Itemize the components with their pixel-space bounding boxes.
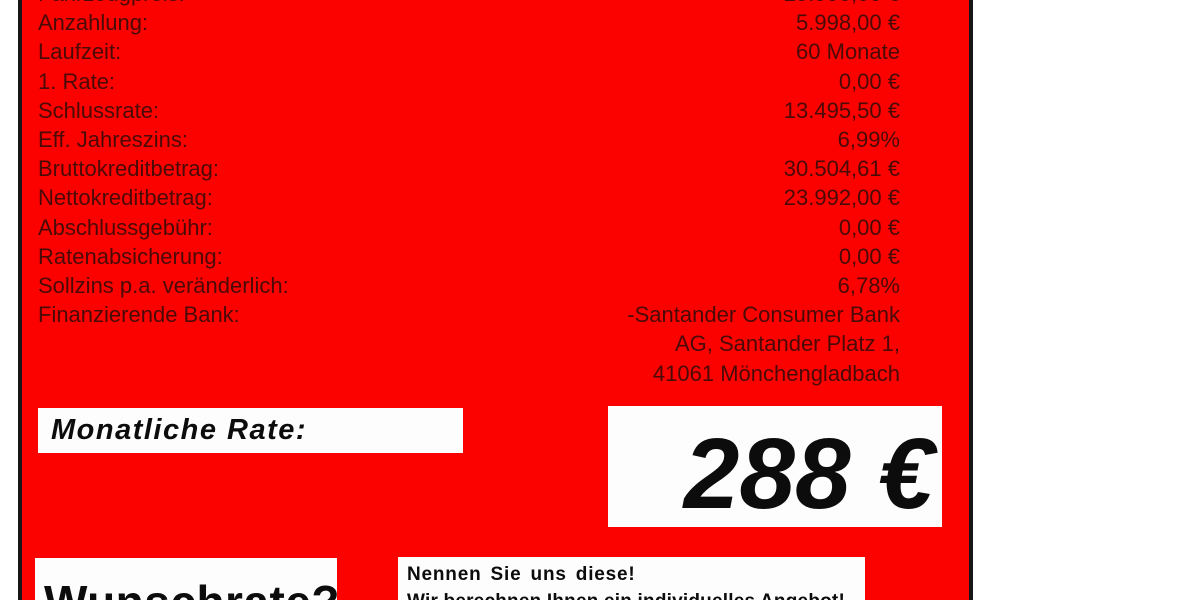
finance-row: Eff. Jahreszins: 6,99% — [38, 125, 900, 154]
finance-label: Anzahlung: — [38, 10, 149, 36]
offer-note-line2: Wir berechnen Ihnen ein individuelles An… — [407, 591, 865, 600]
finance-label: Abschlussgebühr: — [38, 214, 213, 240]
finance-label: Schlussrate: — [38, 97, 160, 123]
finance-label: Eff. Jahreszins: — [38, 127, 188, 153]
finance-label: Finanzierende Bank: — [38, 302, 240, 328]
finance-label: Sollzins p.a. veränderlich: — [38, 273, 289, 299]
finance-value: 23.992,00 € — [783, 185, 900, 211]
finance-row: Schlussrate: 13.495,50 € — [38, 96, 900, 125]
finance-value: 13.495,50 € — [783, 97, 900, 123]
finance-label: Ratenabsicherung: — [38, 243, 223, 269]
offer-note-line1: Nennen Sie uns diese! — [407, 564, 636, 585]
finance-row: Anzahlung: 5.998,00 € — [38, 8, 900, 37]
finance-value: 0,00 € — [838, 68, 900, 94]
finance-label: Nettokreditbetrag: — [38, 185, 213, 211]
monthly-rate-value: 288 € — [683, 418, 934, 530]
finance-value: 0,00 € — [838, 243, 900, 269]
offer-note-box: Nennen Sie uns diese! Wir berechnen Ihne… — [398, 557, 865, 600]
finance-details-table: Fahrzeugpreis: 29.990,00 € Anzahlung: 5.998… — [38, 0, 900, 388]
finance-value: 30.504,61 € — [783, 156, 900, 182]
finance-label: Bruttokreditbetrag: — [38, 156, 219, 182]
wunschrate-heading: Wunschrate? — [44, 576, 340, 600]
finance-value: 6,78% — [837, 273, 900, 299]
finance-row: Nettokreditbetrag: 23.992,00 € — [38, 183, 900, 212]
finance-row: Fahrzeugpreis: 29.990,00 € — [38, 0, 900, 8]
wunschrate-box: Wunschrate? — [35, 558, 340, 600]
finance-row: Finanzierende Bank: -Santander Consumer B… — [38, 300, 900, 388]
finance-value: 0,00 € — [838, 214, 900, 240]
finance-label: 1. Rate: — [38, 68, 116, 94]
finance-label: Laufzeit: — [38, 39, 122, 65]
finance-row: Bruttokreditbetrag: 30.504,61 € — [38, 154, 900, 183]
finance-row: Ratenabsicherung: 0,00 € — [38, 242, 900, 271]
monthly-rate-value-box: 288 € — [608, 406, 942, 530]
finance-label: Fahrzeugpreis: — [38, 0, 185, 8]
finance-row: Abschlussgebühr: 0,00 € — [38, 213, 900, 242]
finance-value: 6,99% — [837, 127, 900, 153]
finance-row: Laufzeit: 60 Monate — [38, 37, 900, 66]
finance-row: 1. Rate: 0,00 € — [38, 67, 900, 96]
finance-value: 29.990,00 € — [784, 0, 900, 8]
finance-row: Sollzins p.a. veränderlich: 6,78% — [38, 271, 900, 300]
monthly-rate-label-box: Monatliche Rate: — [38, 408, 463, 453]
finance-value: -Santander Consumer Bank AG, Santander P… — [627, 302, 900, 386]
monthly-rate-label: Monatliche Rate: — [51, 414, 308, 446]
finance-value: 60 Monate — [796, 39, 900, 65]
finance-value: 5.998,00 € — [796, 10, 900, 36]
